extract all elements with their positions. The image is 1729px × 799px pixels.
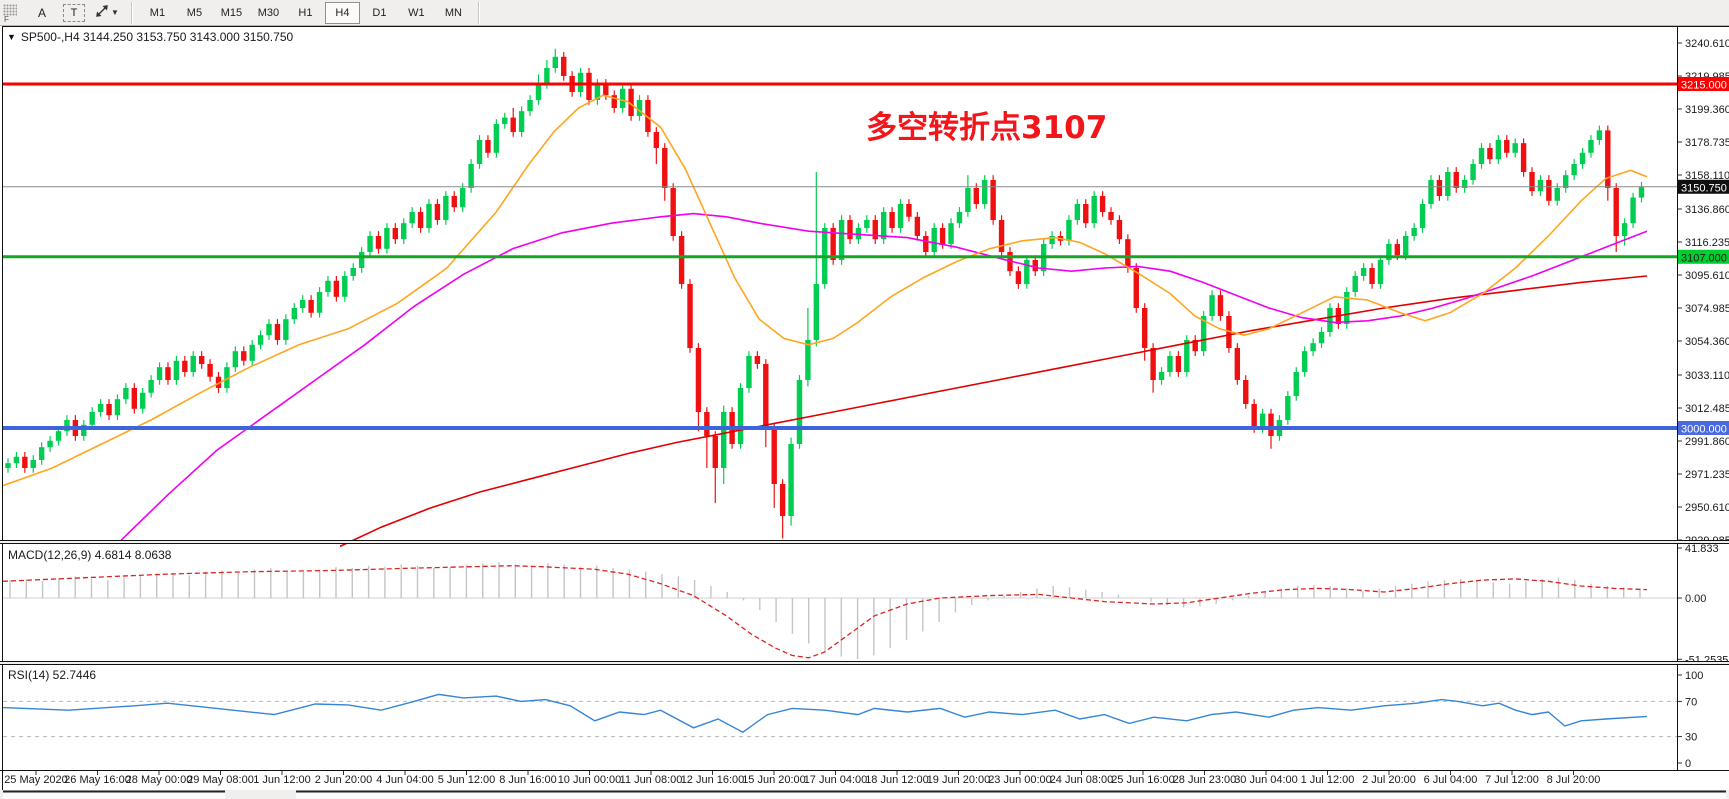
pane-divider[interactable] — [0, 661, 1729, 665]
svg-text:5 Jun 12:00: 5 Jun 12:00 — [438, 774, 496, 786]
svg-text:8 Jun 16:00: 8 Jun 16:00 — [499, 774, 557, 786]
svg-text:28 Jun 23:00: 28 Jun 23:00 — [1173, 774, 1237, 786]
svg-text:3150.750: 3150.750 — [1681, 182, 1727, 194]
svg-text:3054.360: 3054.360 — [1685, 336, 1729, 348]
svg-text:3107.000: 3107.000 — [1681, 252, 1727, 264]
macd-indicator-label: MACD(12,26,9) 4.6814 8.0638 — [8, 548, 172, 562]
svg-text:2950.610: 2950.610 — [1685, 502, 1729, 514]
svg-text:100: 100 — [1685, 670, 1703, 682]
svg-text:3000.000: 3000.000 — [1681, 423, 1727, 435]
svg-text:0.00: 0.00 — [1685, 593, 1706, 605]
svg-text:3240.610: 3240.610 — [1685, 38, 1729, 50]
symbol-header[interactable]: ▼ SP500-,H4 3144.250 3153.750 3143.000 3… — [7, 30, 293, 44]
svg-text:17 Jun 04:00: 17 Jun 04:00 — [804, 774, 868, 786]
svg-text:2 Jun 20:00: 2 Jun 20:00 — [315, 774, 373, 786]
svg-text:11 Jun 08:00: 11 Jun 08:00 — [620, 774, 683, 786]
timeframe-button-m1[interactable]: M1 — [149, 6, 166, 19]
toolbar-grip-icon[interactable]: F — [2, 3, 20, 24]
svg-text:70: 70 — [1685, 696, 1697, 708]
rsi-pane: 100 70 30 0 — [2, 670, 1703, 770]
annotation-text-button[interactable]: A — [37, 5, 46, 20]
rsi-line — [2, 693, 1648, 734]
horizontal-lines — [3, 82, 1677, 430]
svg-text:19 Jun 20:00: 19 Jun 20:00 — [927, 774, 991, 786]
chevron-down-icon[interactable]: ▼ — [111, 8, 119, 17]
svg-text:15 Jun 20:00: 15 Jun 20:00 — [742, 774, 806, 786]
svg-text:18 Jun 12:00: 18 Jun 12:00 — [865, 774, 929, 786]
svg-text:25 May 2020: 25 May 2020 — [4, 774, 68, 786]
svg-text:2991.860: 2991.860 — [1685, 436, 1729, 448]
svg-text:3215.000: 3215.000 — [1681, 79, 1727, 91]
diagonal-arrows-icon — [95, 4, 109, 21]
timeframe-button-group: M1 M5 M15 M30 H1 H4 D1 W1 MN — [140, 1, 471, 24]
svg-text:29 May 08:00: 29 May 08:00 — [187, 774, 254, 786]
svg-text:3116.235: 3116.235 — [1685, 237, 1729, 249]
svg-text:25 Jun 16:00: 25 Jun 16:00 — [1111, 774, 1175, 786]
rsi-indicator-label: RSI(14) 52.7446 — [8, 668, 97, 682]
svg-text:8 Jul 20:00: 8 Jul 20:00 — [1547, 774, 1601, 786]
svg-text:30 Jun 04:00: 30 Jun 04:00 — [1234, 774, 1298, 786]
svg-text:1 Jul 12:00: 1 Jul 12:00 — [1301, 774, 1355, 786]
timeframe-button-w1[interactable]: W1 — [408, 6, 425, 19]
grip-label: F — [4, 14, 9, 24]
grip-dots-icon — [3, 3, 17, 16]
pane-divider[interactable] — [0, 540, 1729, 544]
window-chrome — [0, 26, 1729, 799]
collapse-triangle-icon[interactable]: ▼ — [7, 32, 16, 42]
chart-canvas[interactable]: 3240.6103219.9853199.3603178.7353158.110… — [0, 26, 1729, 799]
svg-text:3178.735: 3178.735 — [1685, 137, 1729, 149]
minimized-chart-tab[interactable] — [296, 791, 1726, 799]
timeframe-button-m5[interactable]: M5 — [186, 6, 203, 19]
svg-text:24 Jun 08:00: 24 Jun 08:00 — [1050, 774, 1114, 786]
timeframe-button-h1[interactable]: H1 — [298, 6, 313, 19]
svg-text:2971.235: 2971.235 — [1685, 469, 1729, 481]
svg-text:3136.860: 3136.860 — [1685, 204, 1729, 216]
svg-text:0: 0 — [1685, 758, 1691, 770]
svg-text:3012.485: 3012.485 — [1685, 403, 1729, 415]
moving-averages — [2, 94, 1648, 548]
svg-text:28 May 00:00: 28 May 00:00 — [126, 774, 193, 786]
svg-text:3199.360: 3199.360 — [1685, 104, 1729, 116]
svg-text:3033.110: 3033.110 — [1685, 370, 1729, 382]
candlestick-series — [5, 48, 1645, 539]
minimized-chart-tab[interactable] — [3, 791, 225, 799]
timeframe-button-mn[interactable]: MN — [444, 6, 462, 19]
svg-text:41.833: 41.833 — [1685, 543, 1719, 555]
svg-text:3074.985: 3074.985 — [1685, 303, 1729, 315]
svg-text:30: 30 — [1685, 732, 1697, 744]
svg-text:26 May 16:00: 26 May 16:00 — [64, 774, 131, 786]
svg-text:3095.610: 3095.610 — [1685, 270, 1729, 282]
macd-signal-line — [2, 565, 1648, 659]
svg-text:1 Jun 12:00: 1 Jun 12:00 — [253, 774, 311, 786]
svg-text:10 Jun 00:00: 10 Jun 00:00 — [558, 774, 622, 786]
main-toolbar: F A T ▼ M1 M5 M15 M30 H1 H4 D1 W1 MN — [0, 0, 1729, 26]
svg-text:23 Jun 00:00: 23 Jun 00:00 — [988, 774, 1052, 786]
svg-text:7 Jul 12:00: 7 Jul 12:00 — [1485, 774, 1539, 786]
svg-text:12 Jun 16:00: 12 Jun 16:00 — [681, 774, 745, 786]
timeframe-button-d1[interactable]: D1 — [372, 6, 387, 19]
toolbar-separator — [477, 1, 480, 24]
toolbar-separator — [130, 1, 133, 24]
svg-text:6 Jul 04:00: 6 Jul 04:00 — [1424, 774, 1478, 786]
timeframe-button-h4[interactable]: H4 — [324, 1, 360, 24]
panes-background — [0, 26, 1729, 790]
svg-text:2 Jul 20:00: 2 Jul 20:00 — [1362, 774, 1416, 786]
chart-window[interactable]: 3240.6103219.9853199.3603178.7353158.110… — [0, 26, 1729, 799]
svg-text:4 Jun 04:00: 4 Jun 04:00 — [376, 774, 434, 786]
price-axis: 3240.6103219.9853199.3603178.7353158.110… — [1677, 38, 1729, 547]
chart-annotation-text[interactable]: 多空转折点3107 — [866, 110, 1108, 146]
cursor-crosshair-button[interactable]: ▼ — [90, 2, 124, 24]
svg-text:3158.110: 3158.110 — [1685, 170, 1729, 182]
symbol-ohlc-text: SP500-,H4 3144.250 3153.750 3143.000 315… — [20, 30, 294, 44]
text-label-button[interactable]: T — [63, 3, 85, 22]
timeframe-button-m30[interactable]: M30 — [257, 6, 280, 19]
timeframe-button-m15[interactable]: M15 — [220, 6, 243, 19]
